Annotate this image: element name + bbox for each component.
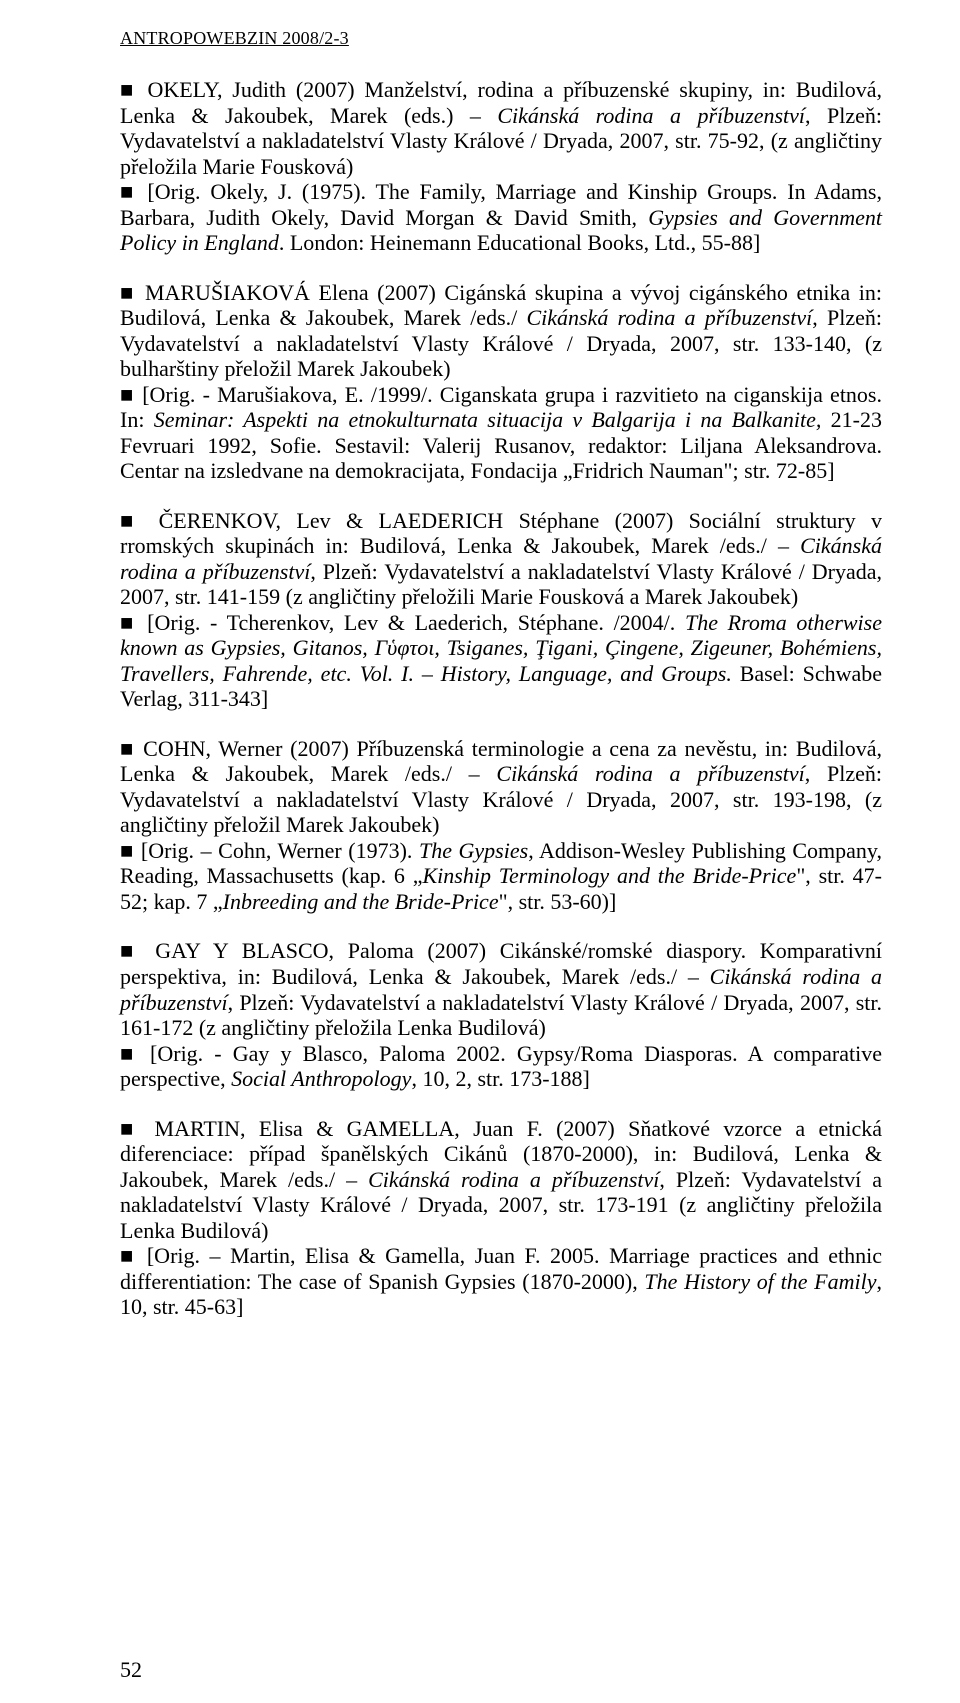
text-segment: , 10, 2, str. 173-188] xyxy=(411,1066,589,1091)
italic-segment: Cikánská rodina a příbuzenství xyxy=(368,1167,659,1192)
entry-orig: ■ [Orig. Okely, J. (1975). The Family, M… xyxy=(120,179,882,255)
italic-segment: Cikánská rodina a příbuzenství xyxy=(526,305,812,330)
text-segment: . London: Heinemann Educational Books, L… xyxy=(279,230,760,255)
italic-segment: Social Anthropology xyxy=(231,1066,411,1091)
bibliography-entry: ■ OKELY, Judith (2007) Manželství, rodin… xyxy=(120,77,882,256)
text-segment: ■ [Orig. – Cohn, Werner (1973). xyxy=(120,838,419,863)
entry-main: ■ OKELY, Judith (2007) Manželství, rodin… xyxy=(120,77,882,179)
text-segment: , Plzeň: Vydavatelství a nakladatelství … xyxy=(120,990,882,1041)
entry-orig: ■ [Orig. - Tcherenkov, Lev & Laederich, … xyxy=(120,610,882,712)
entry-orig: ■ [Orig. – Cohn, Werner (1973). The Gyps… xyxy=(120,838,882,914)
italic-segment: The History of the Family xyxy=(644,1269,876,1294)
italic-segment: Cikánská rodina a příbuzenství xyxy=(497,103,805,128)
entry-main: ■ COHN, Werner (2007) Příbuzenská termin… xyxy=(120,736,882,838)
italic-segment: Seminar: Aspekti na etnokulturnata situa… xyxy=(154,407,831,432)
entry-main: ■ MARTIN, Elisa & GAMELLA, Juan F. (2007… xyxy=(120,1116,882,1243)
italic-segment: The Gypsies xyxy=(419,838,528,863)
document-page: ANTROPOWEBZIN 2008/2-3 ■ OKELY, Judith (… xyxy=(0,0,960,1703)
bibliography-entry: ■ COHN, Werner (2007) Příbuzenská termin… xyxy=(120,736,882,915)
bibliography-entry: ■ GAY Y BLASCO, Paloma (2007) Cikánské/r… xyxy=(120,938,882,1091)
entry-orig: ■ [Orig. – Martin, Elisa & Gamella, Juan… xyxy=(120,1243,882,1319)
entry-orig: ■ [Orig. - Gay y Blasco, Paloma 2002. Gy… xyxy=(120,1041,882,1092)
italic-segment: Inbreeding and the Bride-Price xyxy=(223,889,499,914)
bibliography-entry: ■ MARTIN, Elisa & GAMELLA, Juan F. (2007… xyxy=(120,1116,882,1320)
entry-main: ■ GAY Y BLASCO, Paloma (2007) Cikánské/r… xyxy=(120,938,882,1040)
page-number: 52 xyxy=(120,1657,142,1683)
bibliography-entry: ■ MARUŠIAKOVÁ Elena (2007) Cigánská skup… xyxy=(120,280,882,484)
entry-orig: ■ [Orig. - Marušiakova, E. /1999/. Cigan… xyxy=(120,382,882,484)
text-segment: ", str. 53-60)] xyxy=(499,889,617,914)
italic-segment: Cikánská rodina a příbuzenství xyxy=(496,761,804,786)
entry-main: ■ MARUŠIAKOVÁ Elena (2007) Cigánská skup… xyxy=(120,280,882,382)
entry-main: ■ ČERENKOV, Lev & LAEDERICH Stéphane (20… xyxy=(120,508,882,610)
text-segment: ■ ČERENKOV, Lev & LAEDERICH Stéphane (20… xyxy=(120,508,882,559)
journal-header: ANTROPOWEBZIN 2008/2-3 xyxy=(120,28,882,49)
bibliography-entries: ■ OKELY, Judith (2007) Manželství, rodin… xyxy=(120,77,882,1320)
text-segment: ■ [Orig. - Tcherenkov, Lev & Laederich, … xyxy=(120,610,685,635)
bibliography-entry: ■ ČERENKOV, Lev & LAEDERICH Stéphane (20… xyxy=(120,508,882,712)
italic-segment: Kinship Terminology and the Bride-Price xyxy=(422,863,796,888)
